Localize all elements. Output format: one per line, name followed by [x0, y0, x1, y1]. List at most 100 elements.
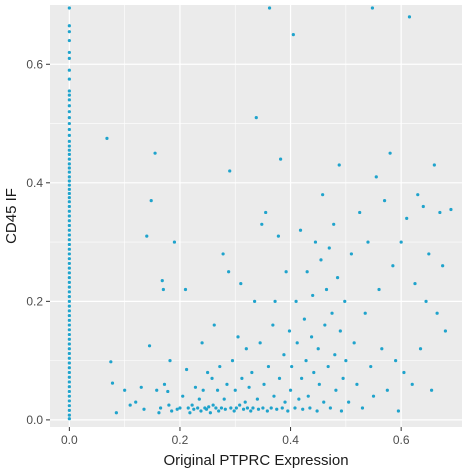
data-point [67, 399, 71, 403]
data-point [284, 270, 288, 274]
data-point [67, 166, 71, 170]
data-point [261, 406, 265, 410]
data-point [315, 409, 319, 413]
data-point [371, 394, 376, 398]
data-point [225, 382, 229, 386]
grid-lines [50, 5, 462, 427]
data-point [155, 388, 159, 392]
data-point [67, 380, 71, 384]
data-point [67, 191, 71, 196]
data-point [332, 222, 336, 226]
data-point [67, 139, 71, 143]
data-point [380, 347, 384, 351]
data-point [67, 38, 71, 43]
data-point [273, 299, 277, 303]
data-point [279, 157, 283, 161]
data-point [223, 407, 227, 411]
plot-panel [50, 5, 462, 427]
data-point [228, 169, 232, 173]
data-point [232, 409, 236, 413]
data-point [265, 409, 269, 413]
data-point [67, 242, 71, 247]
data-point [301, 407, 305, 411]
data-point [295, 341, 299, 345]
data-point [258, 341, 262, 345]
data-point [316, 347, 320, 351]
y-axis-ticks: 0.0 0.2 0.4 0.6 [26, 57, 50, 427]
data-point [413, 281, 417, 286]
data-point [267, 6, 272, 10]
data-point [67, 347, 71, 351]
data-point [341, 376, 345, 380]
data-point [67, 170, 71, 174]
data-point [250, 370, 254, 375]
data-point [249, 409, 253, 413]
data-point [183, 287, 188, 292]
data-point [222, 397, 226, 401]
data-point [262, 382, 266, 386]
data-point [251, 406, 255, 410]
data-point [309, 335, 314, 339]
data-point [184, 367, 189, 372]
data-point [294, 299, 298, 303]
data-point [67, 214, 71, 218]
data-point [67, 285, 71, 289]
data-point [271, 323, 275, 327]
data-point [247, 385, 251, 389]
data-point [67, 408, 71, 413]
data-point [67, 200, 71, 204]
data-point [166, 389, 170, 394]
data-point [360, 406, 365, 410]
data-point [427, 252, 431, 256]
data-point [67, 361, 71, 365]
data-point [287, 329, 292, 333]
data-point [449, 207, 453, 212]
data-point [67, 328, 71, 332]
data-point [391, 264, 395, 268]
data-point [269, 406, 273, 410]
data-point [67, 93, 71, 97]
data-point [67, 68, 71, 72]
data-point [67, 385, 71, 389]
data-point [197, 397, 201, 401]
data-point [343, 299, 347, 303]
data-point [67, 179, 71, 183]
data-point [297, 397, 301, 401]
data-point [432, 163, 436, 167]
data-point [67, 187, 71, 191]
x-axis-title: Original PTPRC Expression [163, 452, 348, 469]
data-point [147, 344, 152, 348]
data-point [67, 318, 71, 322]
y-tick-label: 0.6 [26, 57, 43, 71]
data-point [443, 329, 448, 333]
data-point [388, 151, 392, 155]
data-point [344, 359, 348, 363]
data-point [435, 311, 439, 315]
data-point [421, 204, 425, 209]
data-point [67, 356, 71, 360]
data-point [105, 136, 109, 140]
data-point [244, 347, 248, 351]
data-point [145, 234, 149, 238]
data-point [312, 370, 316, 375]
data-point [67, 50, 71, 55]
data-point [416, 193, 420, 197]
data-point [441, 264, 445, 268]
data-point [370, 6, 375, 10]
data-point [149, 198, 153, 203]
data-point [67, 280, 71, 284]
data-point [291, 33, 295, 37]
data-point [319, 258, 323, 262]
data-point [214, 406, 218, 410]
data-point [347, 400, 351, 404]
data-point [219, 406, 224, 410]
data-point [327, 246, 331, 250]
data-point [67, 417, 71, 421]
data-point [67, 148, 71, 152]
data-point [67, 152, 71, 156]
x-axis-ticks: 0.0 0.2 0.4 0.6 [61, 427, 410, 447]
data-point [142, 407, 146, 411]
x-tick-label: 0.6 [393, 433, 410, 447]
data-point [67, 337, 71, 341]
data-point [264, 210, 268, 215]
